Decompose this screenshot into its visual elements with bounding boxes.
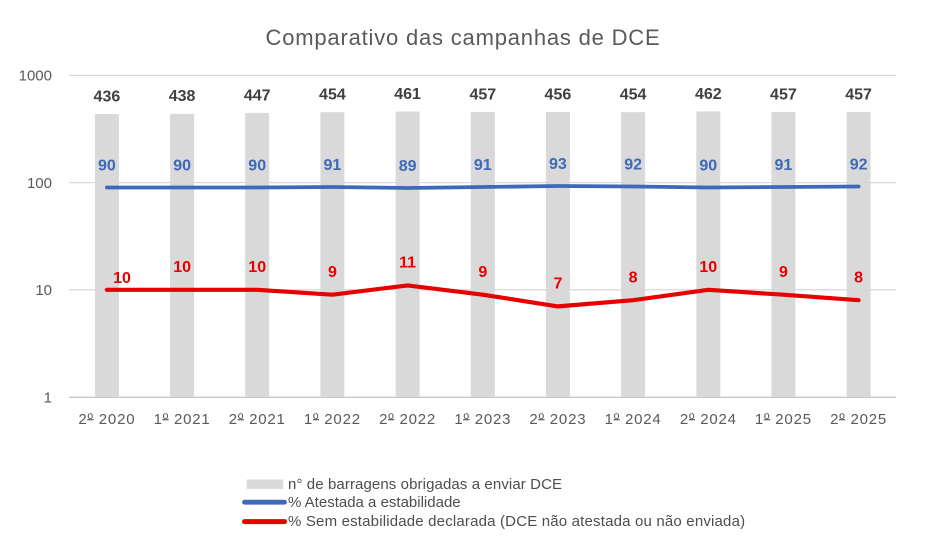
svg-text:438: 438: [169, 88, 196, 105]
svg-text:10: 10: [173, 259, 191, 276]
svg-text:1º 2025: 1º 2025: [755, 411, 812, 428]
svg-text:8: 8: [854, 269, 863, 286]
svg-text:% Sem estabilidade declarada (: % Sem estabilidade declarada (DCE não at…: [288, 513, 745, 530]
svg-text:2º 2020: 2º 2020: [78, 411, 135, 428]
svg-text:8: 8: [629, 269, 638, 286]
svg-text:92: 92: [624, 156, 642, 173]
svg-text:10: 10: [35, 282, 52, 299]
svg-text:2º 2023: 2º 2023: [529, 411, 586, 428]
svg-text:91: 91: [324, 157, 342, 174]
svg-text:10: 10: [248, 259, 266, 276]
svg-text:9: 9: [328, 264, 337, 281]
svg-text:1000: 1000: [19, 68, 52, 85]
svg-text:91: 91: [775, 157, 793, 174]
svg-text:436: 436: [94, 88, 121, 105]
svg-text:456: 456: [545, 86, 572, 103]
svg-text:1º 2023: 1º 2023: [454, 411, 511, 428]
svg-text:2º 2021: 2º 2021: [229, 411, 286, 428]
svg-text:1º 2024: 1º 2024: [605, 411, 662, 428]
svg-text:Comparativo das campanhas de D: Comparativo das campanhas de DCE: [266, 25, 661, 50]
svg-text:2º 2022: 2º 2022: [379, 411, 436, 428]
svg-text:93: 93: [549, 156, 567, 173]
svg-text:7: 7: [553, 276, 562, 293]
svg-text:10: 10: [699, 259, 717, 276]
svg-text:1º 2021: 1º 2021: [154, 411, 211, 428]
svg-text:92: 92: [850, 156, 868, 173]
svg-text:2º 2024: 2º 2024: [680, 411, 737, 428]
svg-text:454: 454: [620, 87, 647, 104]
svg-text:9: 9: [779, 264, 788, 281]
svg-text:100: 100: [27, 175, 52, 192]
svg-text:447: 447: [244, 87, 271, 104]
svg-text:90: 90: [248, 157, 266, 174]
svg-text:454: 454: [319, 87, 346, 104]
svg-text:457: 457: [770, 86, 797, 103]
svg-text:11: 11: [399, 255, 416, 272]
svg-text:90: 90: [98, 157, 116, 174]
svg-text:457: 457: [845, 86, 872, 103]
svg-text:2º 2025: 2º 2025: [830, 411, 887, 428]
svg-text:9: 9: [478, 264, 487, 281]
svg-text:461: 461: [394, 86, 421, 103]
svg-text:91: 91: [474, 157, 492, 174]
svg-text:n° de barragens obrigadas a en: n° de barragens obrigadas a enviar DCE: [288, 476, 562, 493]
svg-text:% Atestada a estabilidade: % Atestada a estabilidade: [288, 494, 461, 511]
svg-text:462: 462: [695, 86, 722, 103]
svg-text:10: 10: [113, 270, 131, 287]
svg-text:90: 90: [173, 157, 191, 174]
svg-text:457: 457: [469, 86, 496, 103]
svg-text:89: 89: [399, 158, 417, 175]
svg-text:1º 2022: 1º 2022: [304, 411, 361, 428]
svg-text:1: 1: [44, 389, 52, 406]
svg-text:90: 90: [699, 157, 717, 174]
